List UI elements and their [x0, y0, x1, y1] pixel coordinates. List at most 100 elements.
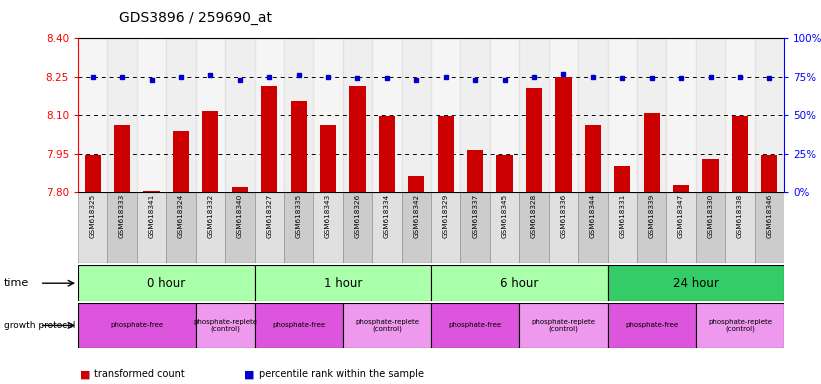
- Bar: [637, 192, 667, 263]
- Text: GSM618340: GSM618340: [236, 194, 243, 238]
- Text: GSM618327: GSM618327: [266, 194, 273, 238]
- Bar: [232, 187, 248, 192]
- Bar: [725, 192, 754, 263]
- Bar: [401, 38, 431, 192]
- Text: GSM618346: GSM618346: [766, 194, 773, 238]
- Bar: [85, 156, 101, 192]
- Bar: [343, 303, 431, 348]
- Bar: [401, 192, 431, 263]
- Bar: [372, 38, 401, 192]
- Bar: [754, 38, 784, 192]
- Text: time: time: [4, 278, 30, 288]
- Bar: [614, 166, 631, 192]
- Text: GSM618338: GSM618338: [737, 194, 743, 238]
- Text: GSM618329: GSM618329: [443, 194, 449, 238]
- Text: GSM618326: GSM618326: [355, 194, 360, 238]
- Text: GSM618343: GSM618343: [325, 194, 331, 238]
- Bar: [225, 192, 255, 263]
- Text: GSM618330: GSM618330: [708, 194, 713, 238]
- Text: phosphate-replete
(control): phosphate-replete (control): [531, 319, 595, 332]
- Text: 0 hour: 0 hour: [147, 277, 186, 290]
- Text: GSM618324: GSM618324: [178, 194, 184, 238]
- Bar: [78, 303, 195, 348]
- Bar: [314, 192, 343, 263]
- Bar: [519, 192, 548, 263]
- Text: GSM618345: GSM618345: [502, 194, 507, 238]
- Bar: [108, 38, 137, 192]
- Bar: [725, 38, 754, 192]
- Bar: [166, 38, 195, 192]
- Text: 6 hour: 6 hour: [500, 277, 539, 290]
- Bar: [78, 265, 255, 301]
- Text: phosphate-free: phosphate-free: [625, 323, 678, 328]
- Bar: [378, 116, 395, 192]
- Bar: [490, 192, 519, 263]
- Bar: [195, 38, 225, 192]
- Bar: [548, 192, 578, 263]
- Text: GSM618325: GSM618325: [89, 194, 96, 238]
- Text: phosphate-free: phosphate-free: [110, 323, 163, 328]
- Bar: [490, 38, 519, 192]
- Bar: [166, 192, 195, 263]
- Bar: [761, 156, 777, 192]
- Text: GSM618334: GSM618334: [384, 194, 390, 238]
- Text: phosphate-replete
(control): phosphate-replete (control): [193, 319, 257, 332]
- Text: phosphate-replete
(control): phosphate-replete (control): [708, 319, 772, 332]
- Bar: [673, 185, 689, 192]
- Bar: [195, 303, 255, 348]
- Bar: [732, 116, 748, 192]
- Bar: [644, 113, 660, 192]
- Bar: [108, 192, 137, 263]
- Bar: [461, 38, 490, 192]
- Text: GSM618335: GSM618335: [296, 194, 301, 238]
- Bar: [608, 192, 637, 263]
- Text: GDS3896 / 259690_at: GDS3896 / 259690_at: [119, 11, 272, 25]
- Text: GSM618347: GSM618347: [678, 194, 684, 238]
- Bar: [431, 38, 461, 192]
- Bar: [703, 159, 718, 192]
- Bar: [343, 192, 372, 263]
- Bar: [225, 38, 255, 192]
- Bar: [667, 38, 695, 192]
- Text: phosphate-free: phosphate-free: [448, 323, 502, 328]
- Bar: [548, 38, 578, 192]
- Bar: [754, 192, 784, 263]
- Bar: [343, 38, 372, 192]
- Bar: [284, 38, 314, 192]
- Text: phosphate-replete
(control): phosphate-replete (control): [355, 319, 419, 332]
- Bar: [608, 303, 696, 348]
- Bar: [467, 150, 484, 192]
- Bar: [461, 192, 490, 263]
- Bar: [667, 192, 695, 263]
- Bar: [519, 303, 608, 348]
- Bar: [137, 38, 166, 192]
- Bar: [144, 191, 159, 192]
- Bar: [608, 265, 784, 301]
- Text: GSM618337: GSM618337: [472, 194, 478, 238]
- Text: GSM618342: GSM618342: [413, 194, 420, 238]
- Bar: [578, 192, 608, 263]
- Bar: [202, 111, 218, 192]
- Text: GSM618333: GSM618333: [119, 194, 125, 238]
- Bar: [320, 125, 336, 192]
- Text: growth protocol: growth protocol: [4, 321, 76, 330]
- Text: GSM618331: GSM618331: [619, 194, 626, 238]
- Bar: [255, 265, 431, 301]
- Text: percentile rank within the sample: percentile rank within the sample: [259, 369, 424, 379]
- Text: ■: ■: [80, 369, 90, 379]
- Bar: [431, 192, 461, 263]
- Bar: [78, 192, 108, 263]
- Bar: [555, 77, 571, 192]
- Bar: [637, 38, 667, 192]
- Bar: [431, 265, 608, 301]
- Bar: [696, 192, 725, 263]
- Bar: [195, 192, 225, 263]
- Bar: [314, 38, 343, 192]
- Text: GSM618328: GSM618328: [531, 194, 537, 238]
- Bar: [114, 125, 131, 192]
- Bar: [497, 156, 512, 192]
- Bar: [350, 86, 365, 192]
- Bar: [291, 101, 307, 192]
- Text: 24 hour: 24 hour: [673, 277, 718, 290]
- Bar: [255, 192, 284, 263]
